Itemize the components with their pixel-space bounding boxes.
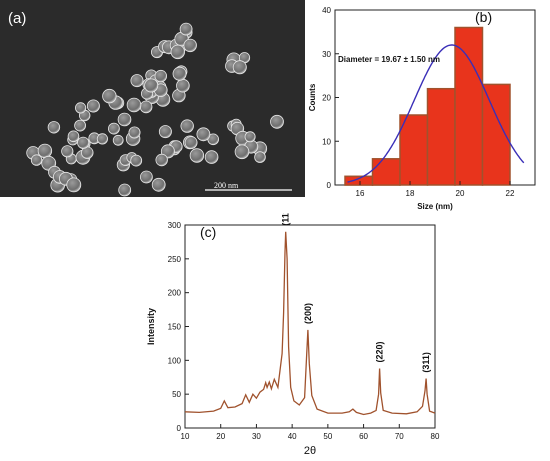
y-tick-label: 300: [168, 221, 182, 230]
peak-label: (200): [303, 303, 313, 324]
sem-particle: [232, 60, 247, 75]
gaussian-fit-curve: [347, 44, 525, 183]
sem-particle: [75, 102, 87, 114]
y-tick-label: 200: [168, 289, 182, 298]
sem-particle: [112, 134, 124, 146]
sem-particle: [108, 122, 120, 135]
x-tick-label: 80: [431, 432, 440, 441]
sem-particle: [244, 131, 256, 143]
histogram-bar: [399, 114, 429, 186]
y-tick-label: 30: [322, 50, 331, 59]
sem-micrograph: (a) 200 nm: [0, 0, 305, 197]
x-tick-label: 16: [356, 189, 365, 198]
sem-image: [0, 0, 305, 197]
x-tick-label: 30: [252, 432, 261, 441]
sem-particle: [117, 112, 132, 127]
sem-particle: [180, 119, 194, 133]
sem-particle: [179, 22, 193, 36]
sem-particle: [37, 143, 53, 159]
sem-particle: [170, 44, 186, 60]
sem-particle: [118, 183, 132, 197]
sem-particle: [61, 145, 74, 158]
histogram-bar: [426, 87, 456, 186]
sem-particle: [158, 125, 172, 139]
sem-particle: [144, 78, 159, 93]
xrd-curve: [184, 231, 436, 416]
sem-particle: [130, 74, 144, 88]
sem-particle: [74, 119, 86, 132]
sem-particle: [172, 66, 187, 81]
y-tick-label: 0: [327, 181, 332, 190]
x-tick-label: 40: [288, 432, 297, 441]
sem-particle: [66, 177, 82, 193]
size-histogram: 0 10 20 30 40 16 18 20 22 Diameter = 19.67 ± 1.50…: [308, 6, 536, 211]
y-axis-label: Intensity: [146, 308, 156, 345]
x-tick-label: 22: [506, 189, 515, 198]
y-tick-label: 0: [177, 424, 182, 433]
panel-label-a: (a): [8, 10, 27, 27]
x-axis-label: Size (nm): [417, 202, 453, 211]
panel-label-c: (c): [200, 224, 216, 240]
sem-particle: [30, 154, 43, 166]
x-axis-label: 2θ: [304, 445, 316, 457]
panel-label-b: (b): [475, 9, 492, 25]
sem-particle: [189, 148, 205, 163]
sem-particle: [154, 69, 168, 83]
sem-particle: [128, 126, 141, 139]
y-tick-label: 100: [168, 356, 182, 365]
sem-particle: [139, 170, 153, 184]
histogram-bar: [454, 26, 484, 186]
sem-particle: [102, 88, 117, 104]
sem-particle: [204, 150, 219, 164]
sem-particle: [86, 99, 100, 113]
x-tick-label: 60: [359, 432, 368, 441]
sem-particle: [196, 127, 211, 142]
y-tick-label: 10: [322, 137, 331, 146]
y-tick-label: 50: [172, 390, 181, 399]
x-tick-label: 70: [395, 432, 404, 441]
scale-bar-label: 200 nm: [214, 181, 239, 190]
histogram-bar: [344, 175, 374, 186]
histogram-bar: [371, 158, 401, 186]
sem-particle: [176, 78, 190, 93]
sem-particle: [139, 100, 153, 114]
xrd-pattern: 0 50 100 150 200 250 300 10 20 30 40 50 60 70 80 (111) (…: [146, 213, 440, 457]
peak-label: (220): [375, 341, 385, 362]
x-tick-label: 20: [456, 189, 465, 198]
sem-particle: [96, 133, 109, 145]
y-axis-label: Counts: [308, 83, 317, 111]
sem-particle: [184, 136, 198, 150]
sem-particle: [67, 130, 80, 143]
peak-label: (111): [281, 213, 291, 226]
y-tick-label: 20: [322, 94, 331, 103]
x-tick-label: 50: [323, 432, 332, 441]
sem-particle: [183, 38, 197, 53]
x-tick-label: 20: [216, 432, 225, 441]
sem-particle: [234, 144, 250, 160]
y-tick-label: 150: [168, 323, 182, 332]
x-tick-label: 10: [181, 432, 190, 441]
sem-particle: [155, 153, 168, 167]
sem-particle: [151, 177, 166, 192]
sem-particle: [130, 154, 143, 167]
diameter-annotation: Diameter = 19.67 ± 1.50 nm: [338, 55, 440, 64]
plot-frame: [184, 224, 436, 429]
sem-particle: [77, 136, 90, 149]
y-tick-label: 40: [322, 6, 331, 15]
sem-particle: [126, 97, 142, 113]
sem-particle: [270, 114, 284, 129]
sem-particle: [47, 121, 61, 134]
peak-label: (311): [421, 352, 431, 373]
sem-particle: [254, 151, 266, 163]
y-tick-label: 250: [168, 255, 182, 264]
x-tick-label: 18: [406, 189, 415, 198]
